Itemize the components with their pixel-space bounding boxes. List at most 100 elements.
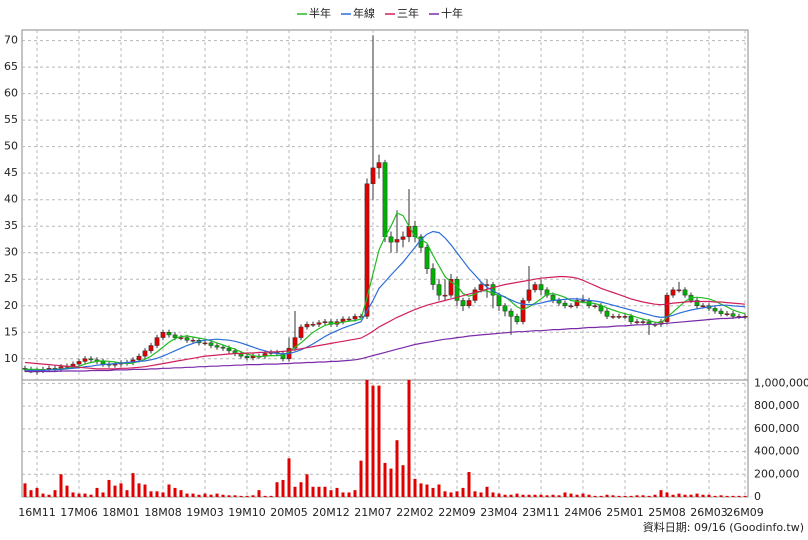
volume-bar: [545, 495, 549, 497]
candle-body: [70, 363, 76, 367]
volume-bar: [689, 494, 693, 497]
volume-bar: [455, 491, 459, 497]
candle-body: [502, 305, 508, 312]
y-tick-label: 65: [4, 60, 18, 73]
x-tick-label: 25M08: [648, 506, 686, 519]
candle-body: [394, 239, 400, 243]
candle-body: [370, 167, 376, 185]
candle-body: [310, 324, 316, 326]
volume-bar: [377, 385, 381, 497]
volume-bar: [407, 380, 411, 497]
volume-bar: [485, 486, 489, 497]
volume-bar: [83, 493, 87, 497]
volume-bar: [227, 495, 231, 497]
volume-bar: [593, 495, 597, 497]
volume-bar: [221, 494, 225, 497]
volume-bar: [149, 491, 153, 497]
volume-bar: [173, 487, 177, 497]
candle-body: [364, 183, 370, 317]
candle-body: [322, 321, 328, 323]
volume-bar: [65, 485, 69, 497]
volume-bar: [431, 487, 435, 497]
volume-bar: [359, 460, 363, 497]
volume-bar: [269, 495, 273, 497]
volume-bar: [35, 487, 39, 497]
candle-body: [298, 326, 304, 338]
y-tick-label: 600,000: [754, 422, 800, 435]
x-tick-label: 20M05: [270, 506, 308, 519]
candle-body: [400, 236, 406, 240]
candle-body: [88, 358, 94, 361]
y-tick-label: 800,000: [754, 399, 800, 412]
volume-bar: [491, 492, 495, 497]
volume-bar: [371, 385, 375, 497]
volume-bar: [581, 493, 585, 497]
volume-bar: [449, 492, 453, 497]
candle-body: [562, 302, 568, 307]
volume-bar: [401, 465, 405, 497]
volume-bar: [713, 495, 717, 497]
y-tick-label: 25: [4, 272, 18, 285]
candle-body: [220, 346, 226, 349]
ma-line: [25, 212, 746, 371]
candle-body: [208, 342, 214, 346]
volume-bar: [641, 495, 645, 497]
x-tick-label: 20M12: [312, 506, 350, 519]
ma-line: [25, 316, 745, 373]
candle-body: [178, 337, 184, 339]
candle-body: [142, 350, 148, 357]
candle-body: [724, 313, 730, 315]
legend-label: 年線: [353, 6, 375, 20]
volume-bar: [77, 493, 81, 497]
volume-bar: [185, 493, 189, 497]
volume-bar: [113, 485, 117, 497]
volume-bar: [305, 474, 309, 497]
volume-bar: [317, 486, 321, 497]
volume-bar: [299, 482, 303, 497]
volume-bar: [695, 493, 699, 497]
candle-body: [82, 358, 88, 362]
candle-body: [304, 324, 310, 328]
volume-bar: [143, 484, 147, 497]
volume-bar: [503, 494, 507, 497]
candle-body: [352, 316, 358, 320]
volume-bar: [677, 493, 681, 497]
volume-bar: [293, 486, 297, 497]
candle-body: [568, 305, 574, 308]
volume-bar: [683, 494, 687, 497]
candle-body: [526, 289, 532, 301]
candle-body: [214, 345, 220, 348]
legend-label: 半年: [309, 6, 331, 20]
ma-line: [24, 276, 746, 370]
volume-bar: [551, 494, 555, 497]
volume-bar: [161, 492, 165, 497]
footer-note: 資料日期: 09/16 (Goodinfo.tw): [643, 520, 804, 534]
candle-body: [520, 300, 526, 322]
volume-bar: [47, 494, 51, 497]
y-tick-label: 1,000,000: [754, 376, 808, 389]
x-tick-label: 16M11: [18, 506, 56, 519]
volume-bar: [245, 495, 249, 497]
y-tick-label: 20: [4, 299, 18, 312]
volume-bar: [719, 495, 723, 497]
candle-body: [376, 162, 382, 169]
candle-body: [694, 300, 700, 307]
x-tick-label: 17M06: [60, 506, 98, 519]
candle-body: [382, 162, 388, 238]
candle-body: [442, 294, 448, 297]
volume-bar: [659, 490, 663, 497]
x-tick-label: 25M01: [606, 506, 644, 519]
candle-body: [574, 300, 580, 307]
volume-bar: [419, 483, 423, 497]
x-tick-label: 18M08: [144, 506, 182, 519]
candle-body: [640, 321, 646, 323]
volume-bar: [119, 483, 123, 497]
volume-bar: [167, 484, 171, 497]
volume-bar: [215, 493, 219, 497]
candle-body: [628, 316, 634, 322]
candle-body: [226, 347, 232, 352]
candle-body: [538, 284, 544, 291]
volume-bar: [587, 494, 591, 497]
x-tick-label: 18M01: [102, 506, 140, 519]
volume-bar: [725, 495, 729, 497]
